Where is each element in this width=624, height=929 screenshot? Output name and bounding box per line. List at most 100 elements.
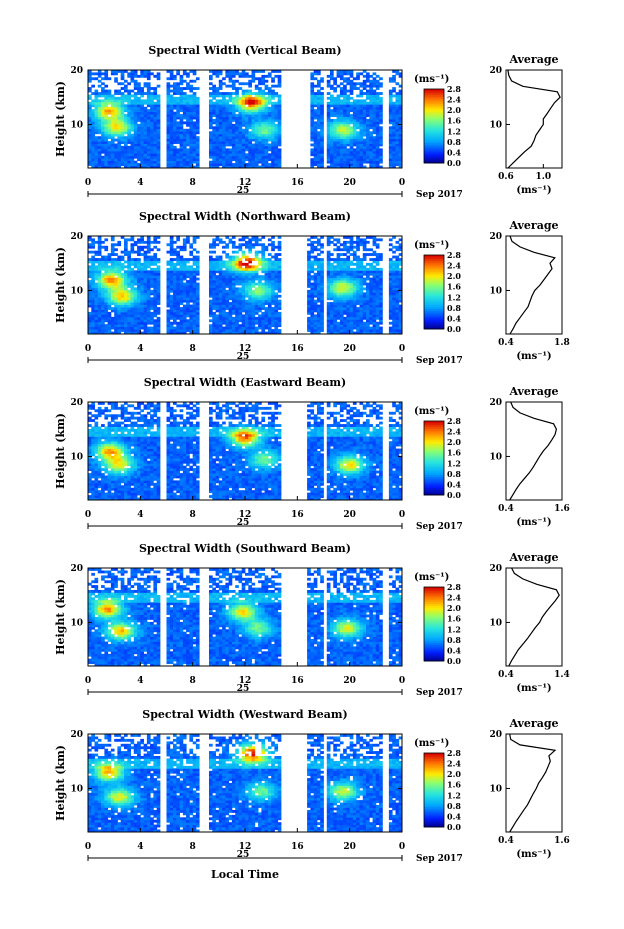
heatmap-cell: [392, 145, 396, 149]
heatmap-cell: [235, 141, 239, 144]
heatmap-cell: [222, 165, 226, 169]
heatmap-cell: [330, 165, 334, 169]
heatmap-cell: [330, 87, 334, 90]
heatmap-cell: [110, 160, 115, 164]
heatmap-cell: [369, 155, 373, 159]
heatmap-cell: [369, 74, 373, 78]
heatmap-cell: [169, 138, 174, 142]
heatmap-cell: [225, 282, 230, 286]
heatmap-cell: [352, 123, 357, 127]
heatmap-cell: [212, 324, 216, 328]
heatmap-cell: [362, 119, 367, 122]
heatmap-cell: [248, 248, 252, 252]
heatmap-cell: [349, 145, 354, 149]
heatmap-cell: [326, 307, 331, 310]
heatmap-cell: [97, 329, 102, 332]
heatmap-cell: [130, 248, 135, 252]
heatmap-cell: [101, 294, 105, 298]
heatmap-cell: [277, 111, 282, 115]
heatmap-cell: [317, 121, 321, 125]
heatmap-cell: [209, 74, 213, 78]
heatmap-cell: [173, 326, 177, 330]
heatmap-cell: [146, 94, 151, 98]
heatmap-cell: [218, 260, 223, 264]
heatmap-cell: [140, 104, 144, 108]
heatmap-cell: [104, 331, 109, 335]
heatmap-cell: [156, 160, 161, 164]
heatmap-cell: [261, 138, 266, 142]
heatmap-cell: [97, 324, 102, 328]
heatmap-cell: [235, 131, 239, 135]
heatmap-cell: [388, 150, 393, 154]
heatmap-cell: [261, 148, 266, 152]
heatmap-cell: [91, 326, 95, 330]
heatmap-cell: [189, 160, 194, 164]
heatmap-cell: [310, 116, 315, 120]
heatmap-cell: [189, 287, 194, 291]
heatmap-cell: [140, 280, 144, 283]
heatmap-cell: [114, 119, 118, 122]
heatmap-cell: [209, 324, 213, 328]
heatmap-cell: [238, 294, 243, 298]
heatmap-cell: [173, 153, 177, 157]
heatmap-cell: [127, 282, 131, 286]
heatmap-cell: [330, 262, 334, 266]
heatmap-cell: [346, 265, 351, 269]
heatmap-cell: [254, 94, 259, 98]
heatmap-cell: [120, 99, 125, 103]
heatmap-cell: [101, 94, 105, 98]
heatmap-cell: [176, 250, 180, 254]
heatmap-cell: [182, 153, 187, 157]
heatmap-cell: [307, 299, 311, 303]
heatmap-cell: [101, 309, 105, 313]
heatmap-cell: [231, 287, 236, 291]
heatmap-cell: [317, 119, 321, 122]
heatmap-cell: [140, 265, 144, 269]
heatmap-cell: [267, 148, 272, 152]
heatmap-cell: [153, 294, 158, 298]
heatmap-cell: [258, 92, 262, 95]
heatmap-cell: [107, 280, 112, 283]
heatmap-cell: [114, 101, 118, 105]
heatmap-cell: [182, 248, 187, 252]
heatmap-cell: [137, 302, 141, 305]
heatmap-cell: [317, 123, 321, 127]
heatmap-cell: [186, 158, 190, 162]
heatmap-cell: [307, 285, 311, 288]
heatmap-cell: [238, 109, 243, 113]
heatmap-cell: [330, 282, 334, 286]
heatmap-cell: [97, 304, 102, 308]
heatmap-cell: [264, 262, 269, 266]
heatmap-cell: [127, 163, 131, 166]
heatmap-cell: [231, 309, 236, 313]
colorbar-segment: [424, 129, 444, 132]
heatmap-cell: [310, 304, 315, 308]
heatmap-cell: [110, 128, 115, 132]
heatmap-cell: [320, 282, 324, 286]
heatmap-cell: [124, 260, 128, 264]
heatmap-cell: [320, 294, 324, 298]
heatmap-cell: [317, 106, 321, 110]
heatmap-cell: [110, 324, 115, 328]
heatmap-cell: [137, 280, 141, 283]
heatmap-cell: [137, 165, 141, 169]
heatmap-cell: [150, 141, 154, 144]
heatmap-cell: [245, 280, 249, 283]
heatmap-cell: [166, 136, 171, 140]
heatmap-cell: [153, 275, 158, 279]
heatmap-cell: [117, 133, 122, 137]
heatmap-cell: [195, 265, 200, 269]
heatmap-cell: [313, 155, 318, 159]
heatmap-cell: [248, 145, 252, 149]
heatmap-cell: [330, 309, 334, 313]
heatmap-cell: [143, 331, 148, 335]
heatmap-cell: [228, 240, 233, 244]
heatmap-cell: [254, 106, 259, 110]
heatmap-cell: [140, 331, 144, 335]
heatmap-cell: [231, 277, 236, 281]
heatmap-cell: [352, 84, 357, 88]
heatmap-cell: [264, 143, 269, 147]
heatmap-cell: [231, 136, 236, 140]
heatmap-cell: [238, 316, 243, 320]
heatmap-cell: [130, 119, 135, 122]
